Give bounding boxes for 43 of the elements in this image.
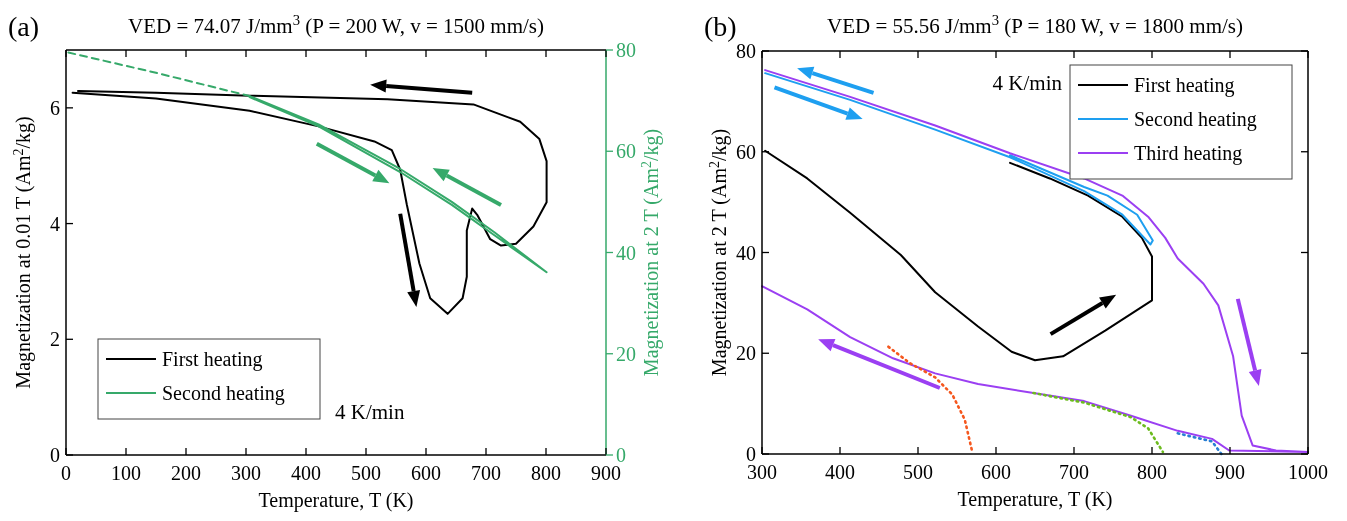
x-tick-label: 800: [1137, 461, 1167, 483]
y-tick-label: 20: [736, 342, 756, 365]
y-tick-label: 4: [50, 212, 60, 235]
x-tick-label: 900: [1215, 461, 1245, 483]
annotation: 4 K/min: [335, 400, 405, 424]
x-tick-label: 700: [471, 462, 501, 484]
legend-label: First heating: [1134, 74, 1235, 97]
x-axis-title: Temperature, T (K): [957, 488, 1113, 511]
chart-title: VED = 74.07 J/mm$^{3}$ (P = 200 W, v = 1500 mm/s): [127, 12, 545, 38]
chart-title: VED = 55.56 J/mm$^{3}$ (P = 180 W, v = 1800 mm/s): [826, 12, 1244, 38]
x-tick-label: 800: [531, 462, 561, 484]
y-tick-label: 0: [50, 444, 60, 466]
x-tick-label: 200: [171, 462, 201, 484]
text: (b): [704, 11, 737, 42]
x-tick-label: 700: [1059, 461, 1089, 483]
line-series: [1032, 391, 1165, 454]
y-tick-label: 6: [50, 96, 60, 119]
y2-tick-label: 80: [616, 39, 636, 61]
x-tick-label: 100: [111, 462, 141, 484]
x-tick-label: 1000: [1288, 461, 1328, 483]
y2-tick-label: 60: [616, 140, 636, 163]
x-axis-title: Temperature, T (K): [258, 489, 414, 512]
y-tick-label: 80: [736, 40, 756, 62]
y2-tick-label: 20: [616, 342, 636, 365]
x-tick-label: 500: [351, 462, 381, 484]
legend-label: Second heating: [1134, 108, 1257, 131]
annotation: 4 K/min: [992, 71, 1063, 95]
text: (a): [8, 11, 40, 42]
legend-label: First heating: [162, 348, 263, 371]
y2-tick-label: 40: [616, 241, 636, 264]
x-tick-label: 600: [411, 462, 441, 484]
x-tick-label: 400: [825, 461, 855, 483]
x-tick-label: 300: [231, 462, 261, 484]
legend-label: Second heating: [162, 382, 285, 405]
x-tick-label: 400: [291, 462, 321, 484]
y-tick-label: 60: [736, 140, 756, 163]
y-tick-label: 2: [50, 328, 60, 351]
x-tick-label: 500: [903, 461, 933, 483]
line-series: [887, 345, 974, 452]
line-series: [71, 90, 548, 315]
legend-label: Third heating: [1134, 142, 1243, 165]
x-tick-label: 600: [981, 461, 1011, 483]
y-tick-label: 40: [736, 241, 756, 264]
